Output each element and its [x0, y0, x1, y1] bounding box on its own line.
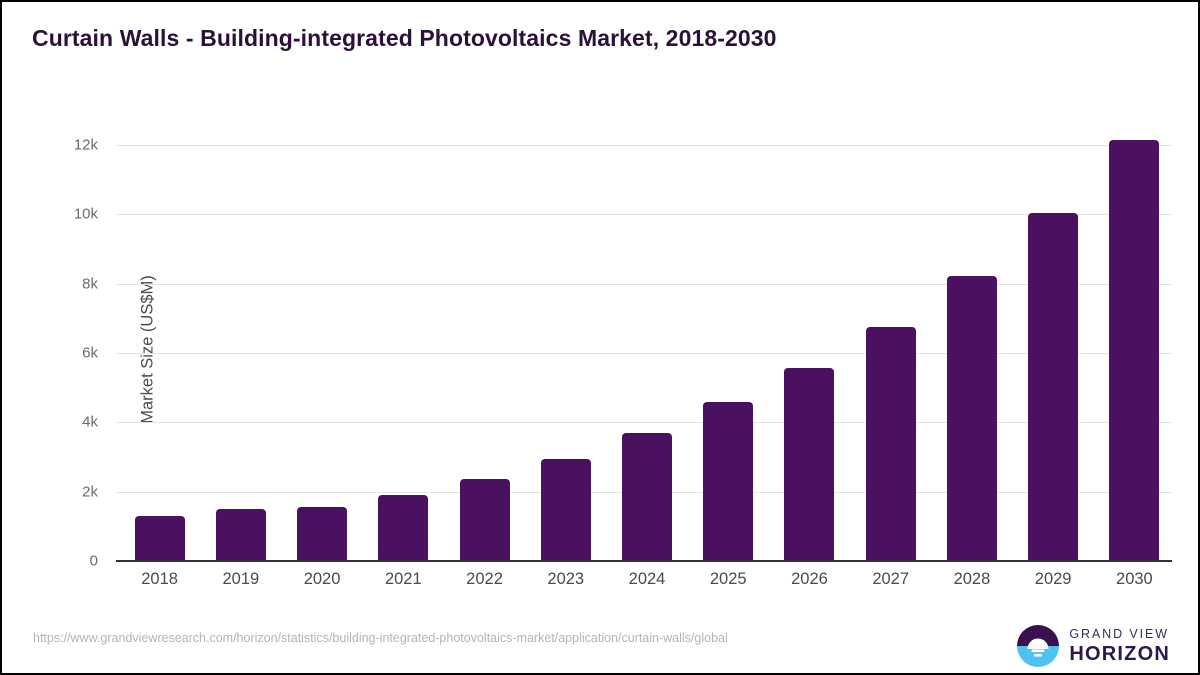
- logo-line-2: HORIZON: [1069, 642, 1170, 665]
- bar-2026[interactable]: [784, 367, 835, 561]
- y-tick-8k: 8k: [82, 275, 98, 292]
- bar-2023[interactable]: [540, 459, 591, 561]
- brand-logo: GRAND VIEW HORIZON: [1016, 624, 1170, 668]
- y-tick-4k: 4k: [82, 413, 98, 431]
- bar-2029[interactable]: [1028, 213, 1079, 561]
- x-tick-2027: 2027: [872, 570, 910, 588]
- x-tick-2024: 2024: [628, 570, 666, 588]
- bar-2019[interactable]: [215, 508, 266, 561]
- y-tick-0: 0: [89, 552, 98, 570]
- logo-wordmark: GRAND VIEW HORIZON: [1069, 628, 1170, 664]
- bar-2025[interactable]: [703, 402, 754, 561]
- y-tick-6k: 6k: [82, 344, 98, 362]
- x-tick-2021: 2021: [384, 570, 422, 588]
- bar-2030[interactable]: [1109, 139, 1160, 561]
- bar-2020[interactable]: [297, 507, 348, 561]
- x-tick-2030: 2030: [1116, 570, 1153, 588]
- bar-2018[interactable]: [134, 516, 185, 561]
- x-tick-2029: 2029: [1034, 570, 1072, 588]
- gridline: [116, 422, 1172, 424]
- x-axis-line: [116, 560, 1172, 562]
- bar-2028[interactable]: [946, 275, 997, 561]
- gridline: [116, 283, 1172, 285]
- y-tick-12k: 12k: [73, 136, 98, 154]
- gridline: [116, 144, 1172, 146]
- x-tick-2019: 2019: [222, 570, 260, 588]
- gridline: [116, 352, 1172, 354]
- horizon-circle-icon: [1017, 625, 1060, 667]
- bar-2022[interactable]: [459, 479, 510, 561]
- bar-2021[interactable]: [378, 494, 429, 561]
- x-tick-2028: 2028: [953, 570, 991, 588]
- gridline: [116, 214, 1172, 216]
- logo-line-1: GRAND VIEW: [1069, 627, 1169, 642]
- x-tick-2026: 2026: [791, 570, 828, 588]
- bar-2024[interactable]: [622, 433, 672, 561]
- y-tick-2k: 2k: [82, 483, 98, 501]
- y-tick-10k: 10k: [73, 205, 98, 223]
- page-title: Curtain Walls - Building-integrated Phot…: [32, 25, 777, 51]
- source-url[interactable]: https://www.grandviewresearch.com/horizo…: [33, 631, 728, 645]
- x-tick-2025: 2025: [709, 570, 747, 588]
- plot-area: [116, 117, 1172, 562]
- x-tick-2022: 2022: [466, 570, 503, 588]
- x-tick-2018: 2018: [141, 570, 178, 588]
- x-tick-2020: 2020: [303, 570, 341, 588]
- bar-2027[interactable]: [865, 326, 916, 561]
- x-tick-2023: 2023: [547, 570, 585, 588]
